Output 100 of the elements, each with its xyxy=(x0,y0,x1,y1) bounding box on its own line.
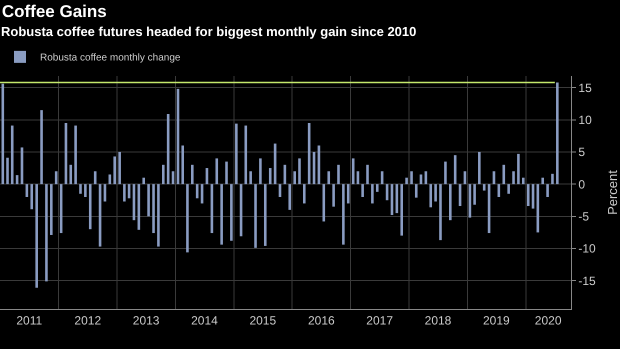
bar xyxy=(556,82,559,184)
bar xyxy=(492,171,496,184)
bar xyxy=(20,147,24,184)
x-tick-label: 2019 xyxy=(483,313,510,328)
bar xyxy=(186,184,189,252)
bar xyxy=(449,184,452,220)
bar xyxy=(284,164,286,184)
bar xyxy=(147,184,150,216)
bar xyxy=(259,158,262,184)
bar xyxy=(152,184,155,234)
x-tick-label: 2020 xyxy=(534,313,562,328)
bar xyxy=(94,171,96,184)
bar xyxy=(526,184,530,206)
bar xyxy=(420,174,422,184)
bar xyxy=(196,184,198,198)
y-tick-label: -15 xyxy=(578,274,596,288)
y-axis-title: Percent xyxy=(605,170,620,215)
bar xyxy=(225,162,228,184)
bar xyxy=(337,164,340,184)
bar xyxy=(386,184,388,200)
bar xyxy=(98,184,102,247)
bar xyxy=(390,184,394,216)
bar xyxy=(298,158,301,184)
bar xyxy=(88,184,92,230)
bar xyxy=(240,184,242,236)
bar xyxy=(84,184,87,198)
bar xyxy=(191,164,194,184)
bar xyxy=(264,184,267,246)
bar xyxy=(60,184,62,234)
bar xyxy=(502,164,506,184)
bar xyxy=(536,184,540,232)
bar xyxy=(512,171,515,184)
bar xyxy=(138,184,140,230)
bar xyxy=(40,110,43,184)
bar xyxy=(16,175,18,184)
bar xyxy=(322,184,326,222)
y-tick-label: 10 xyxy=(578,112,592,127)
x-tick-label: 2013 xyxy=(132,313,160,328)
bar xyxy=(414,184,418,198)
bar xyxy=(482,184,486,191)
bar xyxy=(45,184,48,282)
bar xyxy=(54,171,58,184)
bar xyxy=(142,178,146,184)
bar xyxy=(113,156,116,184)
bar xyxy=(10,126,14,184)
bar xyxy=(380,171,384,184)
y-tick-label: 15 xyxy=(578,80,592,95)
bar xyxy=(318,146,320,184)
y-tick-label: 5 xyxy=(578,145,586,160)
bar xyxy=(206,168,208,184)
bar xyxy=(176,88,180,184)
bar xyxy=(230,184,233,241)
x-tick-label: 2015 xyxy=(249,313,276,328)
bar xyxy=(546,184,549,198)
bar xyxy=(104,184,106,202)
bar xyxy=(254,184,257,248)
bar xyxy=(235,124,238,184)
bar xyxy=(215,158,218,184)
bar xyxy=(6,158,9,184)
bar xyxy=(352,158,354,184)
bar xyxy=(69,164,72,184)
bar xyxy=(26,184,28,198)
bar xyxy=(541,178,544,184)
bar xyxy=(346,184,350,204)
bar xyxy=(249,171,252,184)
bar xyxy=(498,184,500,198)
y-tick-label: 0 xyxy=(578,177,586,192)
chart-title: Coffee Gains xyxy=(2,2,107,22)
bar xyxy=(551,174,554,184)
x-tick-label: 2011 xyxy=(16,313,42,328)
bar xyxy=(210,184,214,234)
bar xyxy=(464,171,466,184)
x-tick-label: 2014 xyxy=(191,313,218,328)
bar xyxy=(128,184,130,198)
bar xyxy=(473,184,476,205)
bar xyxy=(308,122,310,184)
bar xyxy=(50,184,53,235)
x-tick-label: 2017 xyxy=(366,313,394,328)
bar xyxy=(274,144,276,184)
bar xyxy=(517,154,520,184)
bar xyxy=(429,184,432,208)
bar xyxy=(200,184,204,204)
bar xyxy=(434,184,437,202)
y-tick-label: -5 xyxy=(578,210,590,224)
legend-label: Robusta coffee monthly change xyxy=(40,52,181,64)
bar xyxy=(410,171,413,184)
bar xyxy=(2,84,4,184)
chart-subtitle: Robusta coffee futures headed for biggest monthly gain since 2010 xyxy=(1,24,416,39)
x-tick-label: 2012 xyxy=(74,313,102,328)
bar xyxy=(507,184,510,194)
bar xyxy=(454,155,456,184)
y-tick-label: -10 xyxy=(578,242,596,256)
x-tick-label: 2016 xyxy=(308,313,335,328)
bar xyxy=(468,184,472,218)
bar xyxy=(332,184,335,207)
bar xyxy=(371,184,374,204)
bar xyxy=(458,184,462,206)
bar xyxy=(376,184,379,192)
bar xyxy=(288,184,292,210)
bar xyxy=(220,184,223,245)
